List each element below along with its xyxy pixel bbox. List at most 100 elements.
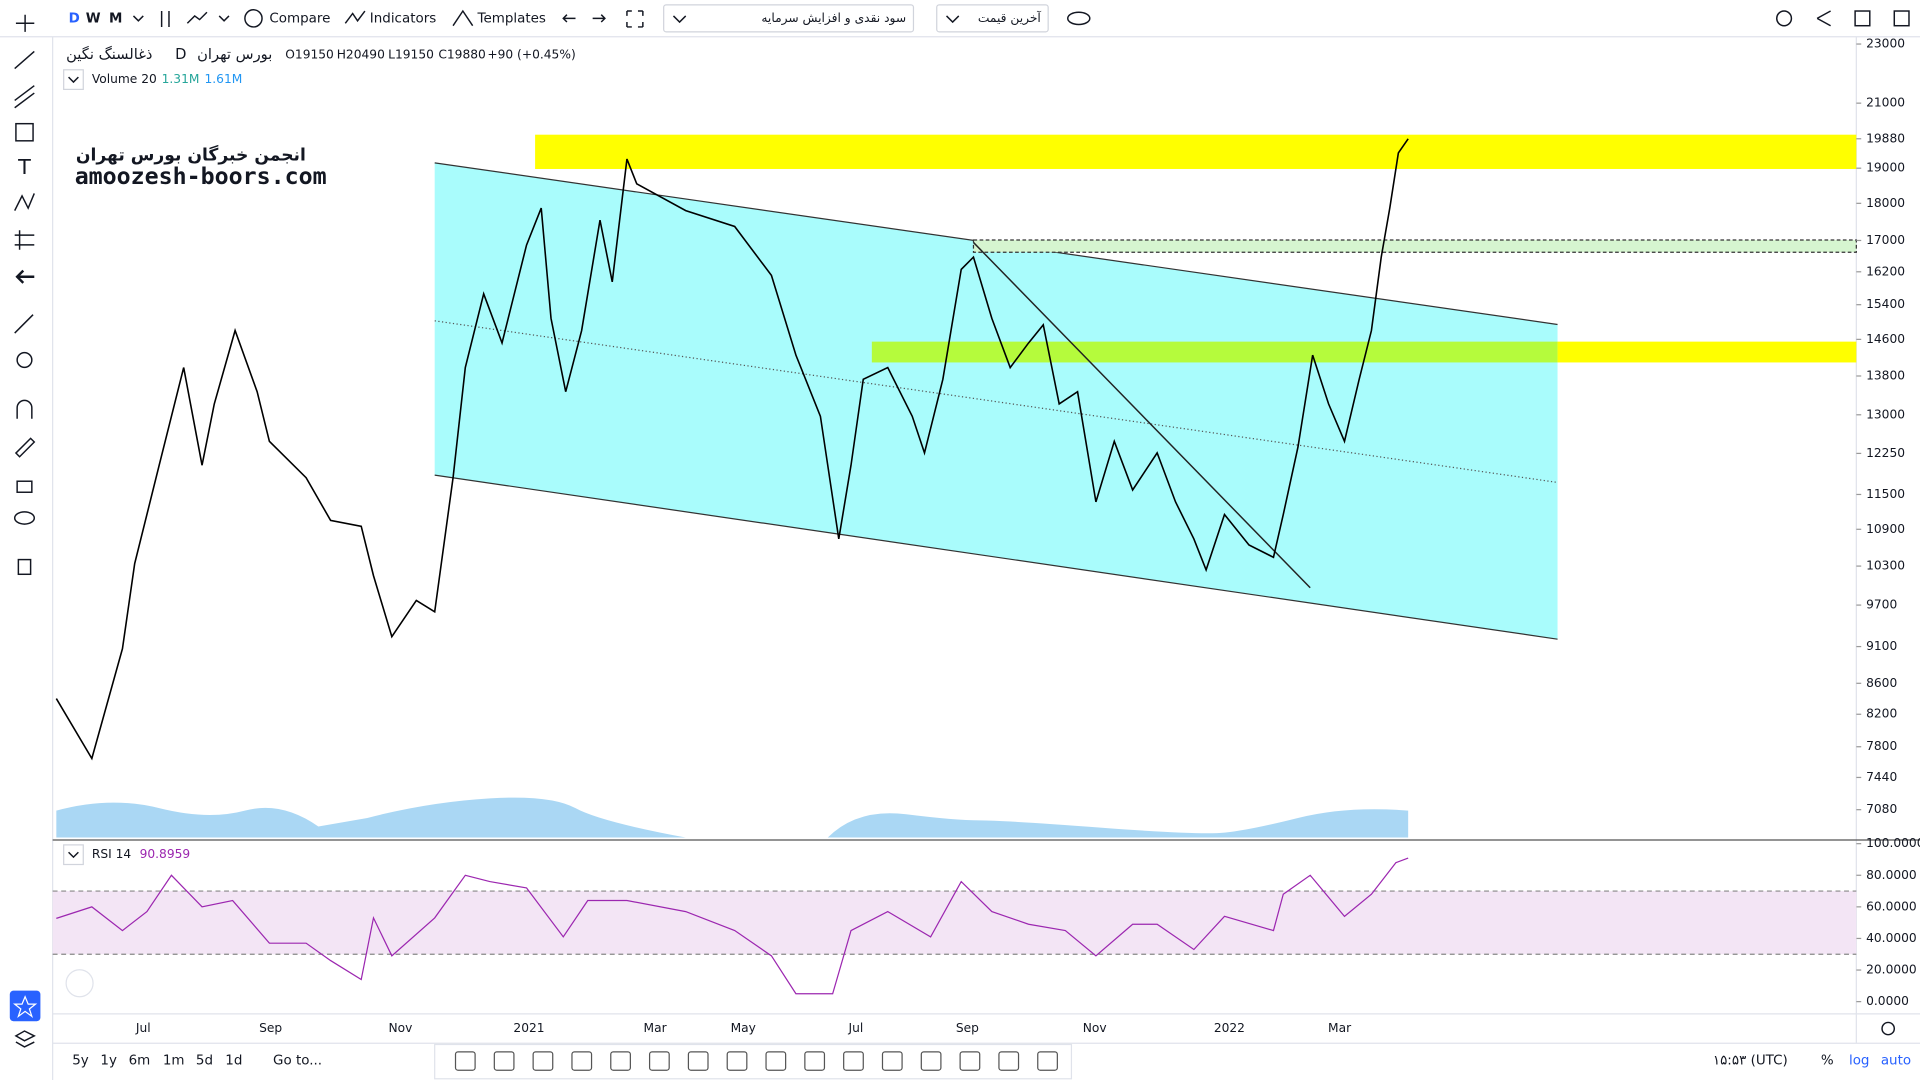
line-tool[interactable] xyxy=(14,50,35,70)
visibility-button[interactable] xyxy=(1067,11,1091,26)
chart-style-line[interactable] xyxy=(186,11,208,24)
drawing-toolbar xyxy=(434,1043,1073,1080)
y-tick-label: 9700 xyxy=(1866,598,1897,612)
support-zone xyxy=(871,341,1558,363)
range-button[interactable]: 6m xyxy=(129,1053,151,1068)
volume-toggle[interactable] xyxy=(63,69,84,90)
layers[interactable] xyxy=(14,1030,36,1048)
rsi-value: 90.8959 xyxy=(140,847,191,861)
drawing-tool[interactable] xyxy=(726,1051,748,1071)
fullscreen[interactable] xyxy=(626,10,644,28)
magnet-tool[interactable] xyxy=(16,399,33,419)
auto-toggle[interactable]: auto xyxy=(1881,1053,1911,1068)
x-tick-label: Jul xyxy=(135,1021,151,1035)
layout-button[interactable] xyxy=(1893,10,1910,27)
bottom-toolbar: 5y 1y 6m 1m 5d 1d Go to... ۱۵:۵۳ (UTC) %… xyxy=(72,1021,1911,1080)
y-tick-label: 8200 xyxy=(1866,707,1897,721)
trend-line xyxy=(972,241,1311,589)
chart-style[interactable] xyxy=(160,11,170,27)
toggle-arrow xyxy=(68,76,79,84)
share-button[interactable] xyxy=(1816,10,1831,27)
fib-tool[interactable] xyxy=(14,85,35,109)
style-dropdown[interactable] xyxy=(218,15,230,22)
range-button[interactable]: 5d xyxy=(196,1053,213,1068)
drawing-tool[interactable] xyxy=(687,1051,709,1071)
range-button[interactable]: 1m xyxy=(163,1053,185,1068)
favorites[interactable] xyxy=(9,990,41,1022)
back-tool[interactable] xyxy=(15,269,35,284)
range-button[interactable]: 5y xyxy=(72,1053,89,1068)
price-dropdown[interactable] xyxy=(936,4,1049,33)
symbol-name: ذغالسنگ نگین xyxy=(66,45,152,63)
lock-tool[interactable] xyxy=(16,480,33,493)
compare-button[interactable]: Compare xyxy=(269,11,330,26)
x-tick-label: May xyxy=(731,1021,756,1035)
drawing-tool[interactable] xyxy=(843,1051,864,1071)
x-tick-label: Nov xyxy=(388,1021,412,1035)
rsi-toggle[interactable] xyxy=(63,844,84,866)
symbol-exchange: بورس تهران xyxy=(197,46,272,63)
drawing-tool[interactable] xyxy=(804,1051,826,1071)
support-zone-right xyxy=(1557,341,1857,363)
settings-button[interactable] xyxy=(1776,10,1793,27)
delete-tool[interactable] xyxy=(17,558,32,576)
visibility-tool[interactable] xyxy=(13,511,36,525)
drawing-tool[interactable] xyxy=(1037,1051,1058,1071)
y-tick-label: 7440 xyxy=(1866,770,1897,784)
y-tick-label: 13800 xyxy=(1866,368,1905,382)
zoom-tool[interactable] xyxy=(16,351,33,369)
drawing-tool[interactable] xyxy=(648,1051,670,1071)
drawing-tool[interactable] xyxy=(571,1051,593,1071)
drawing-tool[interactable] xyxy=(454,1051,476,1071)
lock-draw-tool[interactable] xyxy=(14,437,36,458)
range-button[interactable]: 1d xyxy=(225,1053,242,1068)
y-tick-label: 19880 xyxy=(1866,131,1905,145)
symbol-interval: D xyxy=(175,46,186,63)
y-tick-label: 10900 xyxy=(1866,522,1905,536)
resistance-zone xyxy=(535,134,1857,169)
snapshot-button[interactable] xyxy=(1854,10,1871,27)
ruler-tool[interactable] xyxy=(14,314,34,334)
interval-button[interactable]: W xyxy=(86,11,101,26)
y-tick-label: 23000 xyxy=(1866,37,1905,51)
drawing-tool[interactable] xyxy=(610,1051,631,1071)
drawing-tool[interactable] xyxy=(493,1051,515,1071)
goto-button[interactable]: Go to... xyxy=(273,1053,322,1068)
log-toggle[interactable]: log xyxy=(1849,1053,1870,1068)
y-tick-label: 12250 xyxy=(1866,446,1905,460)
templates-button[interactable]: Templates xyxy=(477,11,546,26)
drawing-tool[interactable] xyxy=(998,1051,1020,1071)
ohlc-change: +90 (+0.45%) xyxy=(487,48,575,62)
ohlc-low: L19150 xyxy=(388,48,434,62)
interval-dropdown[interactable] xyxy=(132,15,144,22)
interval-button[interactable]: M xyxy=(109,11,122,26)
dropdown-arrow xyxy=(946,15,960,24)
ohlc-close: C19880 xyxy=(438,48,485,62)
drawing-tool[interactable] xyxy=(532,1051,554,1071)
percent-toggle[interactable]: % xyxy=(1821,1053,1834,1068)
prediction-tool[interactable] xyxy=(14,230,35,250)
clock: ۱۵:۵۳ (UTC) xyxy=(1713,1053,1788,1068)
shape-tool[interactable] xyxy=(15,122,34,142)
interval-button[interactable]: D xyxy=(69,11,80,26)
drawing-tool[interactable] xyxy=(959,1051,981,1071)
drawings xyxy=(56,134,1857,838)
drawing-tool[interactable] xyxy=(881,1051,903,1071)
drawing-tools xyxy=(454,1051,1058,1071)
undo[interactable] xyxy=(562,14,576,23)
volume-ma-value: 1.61M xyxy=(204,72,242,86)
y-tick-label: 7080 xyxy=(1866,802,1897,816)
pattern-tool[interactable] xyxy=(14,193,35,211)
range-button[interactable]: 1y xyxy=(100,1053,117,1068)
drawing-tool[interactable] xyxy=(765,1051,787,1071)
indicators-button[interactable]: Indicators xyxy=(370,11,436,26)
axis-settings[interactable] xyxy=(1881,1021,1896,1036)
x-tick-label: 2021 xyxy=(513,1021,544,1035)
drawing-tool[interactable] xyxy=(920,1051,942,1071)
crosshair-tool[interactable] xyxy=(15,14,35,32)
text-tool[interactable]: T xyxy=(17,155,31,179)
y-tick-label: 7800 xyxy=(1866,739,1897,753)
redo[interactable] xyxy=(592,14,606,23)
symbol-dropdown[interactable] xyxy=(663,4,915,33)
